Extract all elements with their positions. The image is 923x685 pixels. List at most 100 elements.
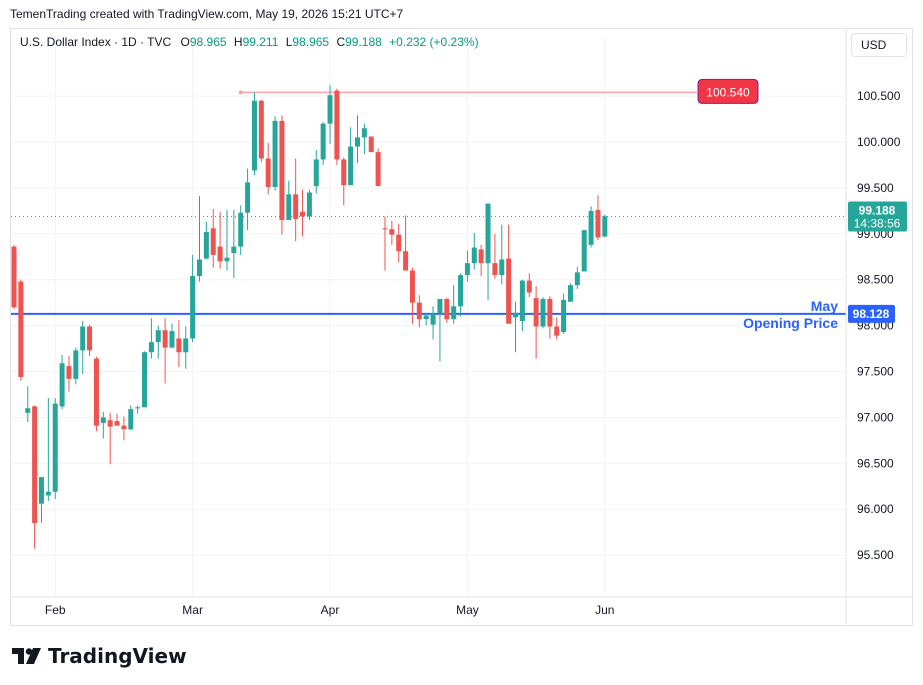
candle-body	[409, 270, 415, 303]
candle-body	[602, 216, 608, 237]
candle	[519, 279, 525, 332]
candle-body	[300, 211, 306, 217]
y-tick-label: 97.000	[857, 410, 894, 424]
candle-body	[416, 302, 422, 320]
candle	[142, 351, 148, 408]
candle	[258, 99, 264, 163]
candle-body	[87, 326, 93, 351]
candle-body	[533, 298, 539, 327]
candle-body	[513, 312, 519, 318]
candle	[238, 205, 244, 255]
close-value: 99.188	[345, 35, 382, 49]
candle	[547, 296, 553, 339]
candle-body	[11, 246, 17, 308]
candle	[382, 216, 388, 271]
candle-body	[327, 95, 333, 124]
candle	[73, 347, 79, 385]
candle	[93, 356, 99, 432]
tradingview-logo-text: TradingView	[48, 644, 187, 668]
candle	[451, 285, 457, 324]
x-tick-label: May	[456, 603, 479, 617]
candle	[499, 224, 505, 285]
y-tick-label: 96.000	[857, 502, 894, 516]
candle	[25, 386, 31, 422]
y-tick-label: 95.500	[857, 548, 894, 562]
candle	[190, 254, 196, 343]
candle-body	[478, 249, 484, 264]
candle-body	[142, 352, 148, 408]
candle	[176, 320, 182, 367]
candle	[574, 266, 580, 289]
candle	[217, 211, 223, 269]
current-price-badge	[848, 201, 907, 232]
candle	[348, 127, 354, 186]
candle-body	[492, 263, 498, 276]
candle-body	[100, 417, 106, 423]
tradingview-logo-icon	[12, 648, 41, 664]
resistance-anchor	[238, 90, 243, 95]
x-tick-label: Mar	[182, 603, 203, 617]
candle-body	[451, 306, 457, 320]
candle	[224, 209, 230, 271]
candle	[300, 189, 306, 237]
currency-button[interactable]: USD	[851, 33, 907, 57]
candle	[595, 195, 601, 241]
candle	[87, 324, 93, 356]
candle-body	[547, 298, 553, 327]
x-tick-label: Jun	[595, 603, 614, 617]
candle-body	[313, 159, 319, 187]
candle	[478, 244, 484, 277]
candle	[533, 286, 539, 359]
candle	[121, 416, 127, 441]
chart-legend: U.S. Dollar Index · 1D · TVC O98.965 H99…	[20, 35, 479, 49]
candle	[437, 298, 443, 362]
candle-body	[73, 350, 79, 379]
x-tick-label: Apr	[321, 603, 340, 617]
candle-body	[375, 152, 381, 187]
candle-body	[258, 100, 264, 159]
candle	[492, 233, 498, 279]
candle-body	[430, 313, 436, 325]
candle-body	[506, 258, 512, 324]
candle-body	[18, 281, 24, 378]
candles	[11, 85, 608, 549]
candle-body	[162, 330, 168, 348]
candle-body	[519, 280, 525, 322]
candle	[320, 121, 326, 165]
candle-body	[485, 203, 491, 264]
open-label: O	[180, 35, 190, 49]
candle	[135, 405, 141, 414]
candle-body	[306, 192, 312, 217]
candle-body	[279, 120, 285, 221]
candle	[485, 203, 491, 300]
candle	[540, 297, 546, 329]
candle	[32, 405, 38, 549]
candle-body	[464, 263, 470, 276]
candle	[334, 88, 340, 165]
candle	[554, 317, 560, 340]
bar-countdown-label: 14:38:56	[854, 217, 901, 231]
candle	[162, 318, 168, 384]
candle-body	[45, 491, 51, 496]
candle-body	[128, 409, 134, 430]
may-opening-label-line1: May	[811, 298, 838, 314]
candle	[361, 123, 367, 154]
candle-body	[93, 358, 99, 426]
candle	[409, 267, 415, 324]
high-value: 99.211	[242, 35, 279, 49]
candle	[430, 306, 436, 340]
candle	[286, 180, 292, 221]
candle	[581, 230, 587, 272]
candle-body	[135, 407, 141, 409]
candle-body	[574, 272, 580, 286]
candle-body	[107, 420, 113, 427]
candle-body	[251, 100, 257, 171]
candle-body	[245, 182, 251, 213]
candle	[602, 214, 608, 238]
candle-body	[190, 276, 196, 339]
candle	[561, 293, 567, 334]
candle-body	[334, 90, 340, 160]
